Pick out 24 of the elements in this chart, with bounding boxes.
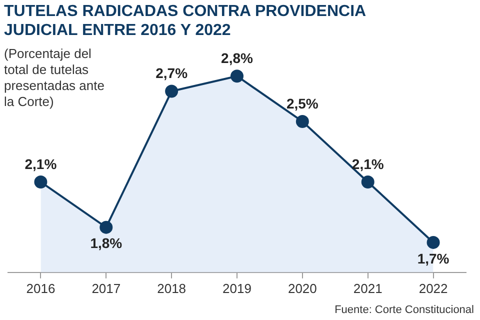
point [34,175,48,188]
data-label: 2,1% [352,156,384,172]
x-tick-label: 2018 [157,280,186,296]
x-tick-label: 2021 [353,280,382,296]
data-label: 1,7% [417,250,450,266]
x-tick-label: 2017 [92,280,121,296]
point [230,70,244,83]
x-tick-label: 2020 [288,280,317,296]
chart-subtitle: (Porcentaje del total de tutelas presentadas ante la Corte) [4,46,106,110]
data-label: 2,1% [24,156,58,172]
x-tick-label: 2019 [222,280,252,296]
point [165,84,178,98]
point [296,114,309,128]
x-tick-label: 2022 [418,280,448,296]
point [426,236,440,249]
annotation: Fuente: Corte Constitucional [334,304,474,316]
point [361,175,374,188]
data-label: 2,8% [221,50,254,66]
x-tick-label: 2016 [26,280,56,296]
data-label: 1,8% [90,235,123,252]
data-label: 2,5% [286,95,319,112]
point [100,220,113,234]
chart-title: TUTELAS RADICADAS CONTRA PROVIDENCIA JUDICIAL ENTRE 2016 Y 2022 [4,2,366,40]
data-label: 2,7% [156,65,188,82]
